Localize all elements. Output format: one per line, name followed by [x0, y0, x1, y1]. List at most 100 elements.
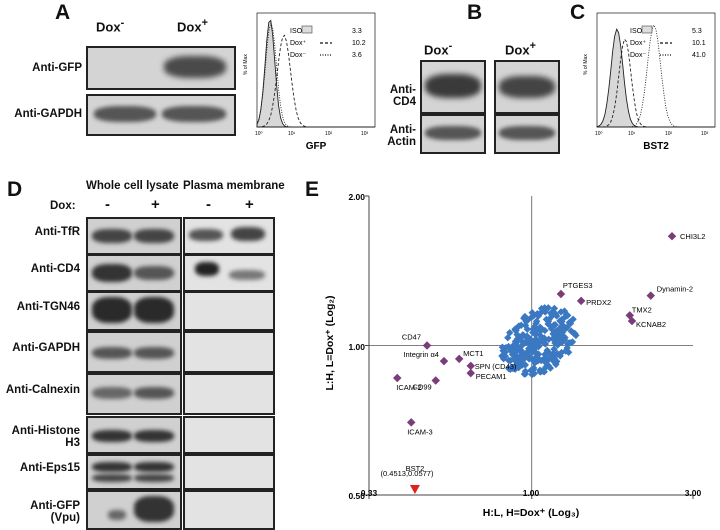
legend-a-dox-minus-name: Dox⁻: [290, 52, 306, 59]
band: [134, 229, 174, 243]
blot-pm-0: [183, 217, 275, 255]
histogram-c-xtick-0: 10⁰: [595, 131, 603, 137]
blot-label-d-7: Anti-GFP (Vpu): [30, 500, 80, 524]
cluster-point: [511, 326, 519, 334]
blot-wcl-0: [86, 217, 182, 255]
point-bst2: [409, 485, 420, 494]
legend-a-dox-plus-value: 10.2: [352, 40, 366, 47]
cluster-point: [550, 321, 558, 329]
histogram-c-dox-minus-curve: [597, 23, 715, 128]
cluster-point: [541, 326, 549, 335]
scatter-xtick-0: 0.33: [361, 488, 378, 498]
blot-b-actin-plus: [494, 114, 560, 154]
blot-pm-5: [183, 416, 275, 454]
legend-c-dox-plus-name: Dox⁺: [630, 40, 646, 47]
panel-letter-e: E: [305, 178, 320, 201]
point-label-cd47: CD47: [402, 333, 421, 342]
band: [92, 474, 132, 482]
legend-c-dox-minus-value: 41.0: [692, 52, 706, 59]
panel-letter-a: A: [55, 1, 71, 24]
histogram-a-ylabel: % of Max: [243, 54, 249, 75]
blot-label-gapdh: Anti-GAPDH: [14, 108, 82, 120]
scatter-plot-e: CHI3L2 PTGES3 Dynamin-2 PRDX2 TMX2 KCNAB2 CD47…: [324, 192, 705, 519]
cluster-point: [561, 347, 570, 355]
blot-pm-7: [183, 490, 275, 530]
point-label-spn-cd43-: SPN (CD43): [475, 362, 517, 371]
cluster-point: [536, 327, 545, 335]
blot-wcl-3: [86, 331, 182, 373]
blot-label-cd4: Anti-CD4: [389, 84, 416, 108]
scatter-xtick-2: 3.00: [685, 488, 702, 498]
blot-b-cd4-plus: [494, 60, 560, 114]
scatter-ytick-2: 2.00: [348, 192, 365, 202]
point-label-cd99: CD99: [413, 383, 432, 392]
cluster-point: [522, 338, 531, 346]
point-pecam1: [466, 368, 475, 378]
histogram-a-dox-plus-curve: [256, 34, 375, 128]
scatter-ytick-1: 1.00: [348, 342, 365, 352]
cluster-point: [530, 347, 539, 356]
panel-letter-d: D: [7, 178, 23, 201]
point-cd99: [431, 376, 440, 385]
legend-a-iso-name: ISO: [290, 28, 303, 35]
cluster-point: [542, 315, 551, 324]
band: [92, 462, 132, 472]
cluster-point: [507, 363, 516, 372]
point-label-mct1: MCT1: [463, 349, 483, 358]
blot-pm-4: [183, 373, 275, 415]
legend-c-dox-minus-name: Dox⁻: [630, 52, 646, 59]
blot-wcl-1: [86, 254, 182, 292]
cluster-point: [537, 304, 546, 313]
histogram-a: % of Max ISO 3.3 Dox⁺ 10.2 Dox⁻ 3.6 10⁰ …: [243, 12, 376, 152]
blot-wcl-7: [86, 490, 182, 530]
dox-label: Dox:: [50, 200, 76, 212]
histogram-a-legend: ISO 3.3 Dox⁺ 10.2 Dox⁻ 3.6: [290, 25, 366, 59]
histogram-c-xlabel: BST2: [643, 141, 669, 152]
histogram-c-ylabel: % of Max: [583, 54, 589, 75]
blot-pm-1: [183, 254, 275, 292]
point-spn-cd43-: [466, 361, 475, 371]
point-label-tmx2: TMX2: [632, 305, 652, 314]
band: [134, 297, 174, 323]
point-kcnab2: [627, 316, 637, 326]
cluster-point: [535, 355, 543, 363]
dox-sign-wcl-plus: +: [151, 196, 160, 213]
blot-pm-6: [183, 454, 275, 490]
cluster-point: [536, 336, 544, 344]
band: [92, 229, 132, 243]
cluster-point: [564, 311, 572, 320]
band: [189, 229, 223, 241]
cluster-point: [504, 334, 512, 342]
blot-label-actin: Anti-Actin: [387, 124, 416, 148]
point-ptges3: [556, 289, 566, 299]
scatter-ylabel: L:H, L=Dox⁺ (Log₂): [324, 295, 336, 390]
band: [92, 264, 132, 282]
lane-header-b-dox-plus: Dox+: [505, 40, 536, 58]
panel-letter-c: C: [570, 1, 586, 24]
point-dynamin-2: [646, 291, 656, 300]
band: [108, 510, 126, 520]
dox-sign-pm-plus: +: [245, 196, 254, 213]
lane-header-dox-plus: Dox+: [177, 17, 208, 35]
point-mct1: [454, 354, 464, 364]
blot-label-d-1: Anti-CD4: [30, 263, 80, 275]
point-label-prdx2: PRDX2: [586, 298, 611, 307]
histogram-a-xtick-0: 10⁰: [255, 131, 263, 137]
cluster-point: [550, 353, 558, 362]
cluster-point: [569, 315, 577, 323]
point-chi3l2: [667, 231, 677, 241]
band: [92, 297, 132, 323]
point-label-kcnab2: KCNAB2: [636, 320, 666, 329]
point-integrin-4: [439, 356, 449, 366]
band: [134, 462, 174, 472]
blot-label-d-3: Anti-GAPDH: [12, 342, 80, 354]
header-whole-cell-lysate: Whole cell lysate: [86, 180, 179, 192]
blot-wcl-6: [86, 454, 182, 490]
lane-header-dox-minus: Dox-: [96, 17, 125, 35]
scatter-xtick-1: 1.00: [523, 488, 540, 498]
blot-b-cd4-minus: [420, 60, 486, 114]
band: [92, 347, 132, 359]
point-label-icam-3: ICAM-3: [407, 427, 432, 436]
point-icam-3: [406, 418, 416, 427]
point-label-chi3l2: CHI3L2: [680, 232, 705, 241]
